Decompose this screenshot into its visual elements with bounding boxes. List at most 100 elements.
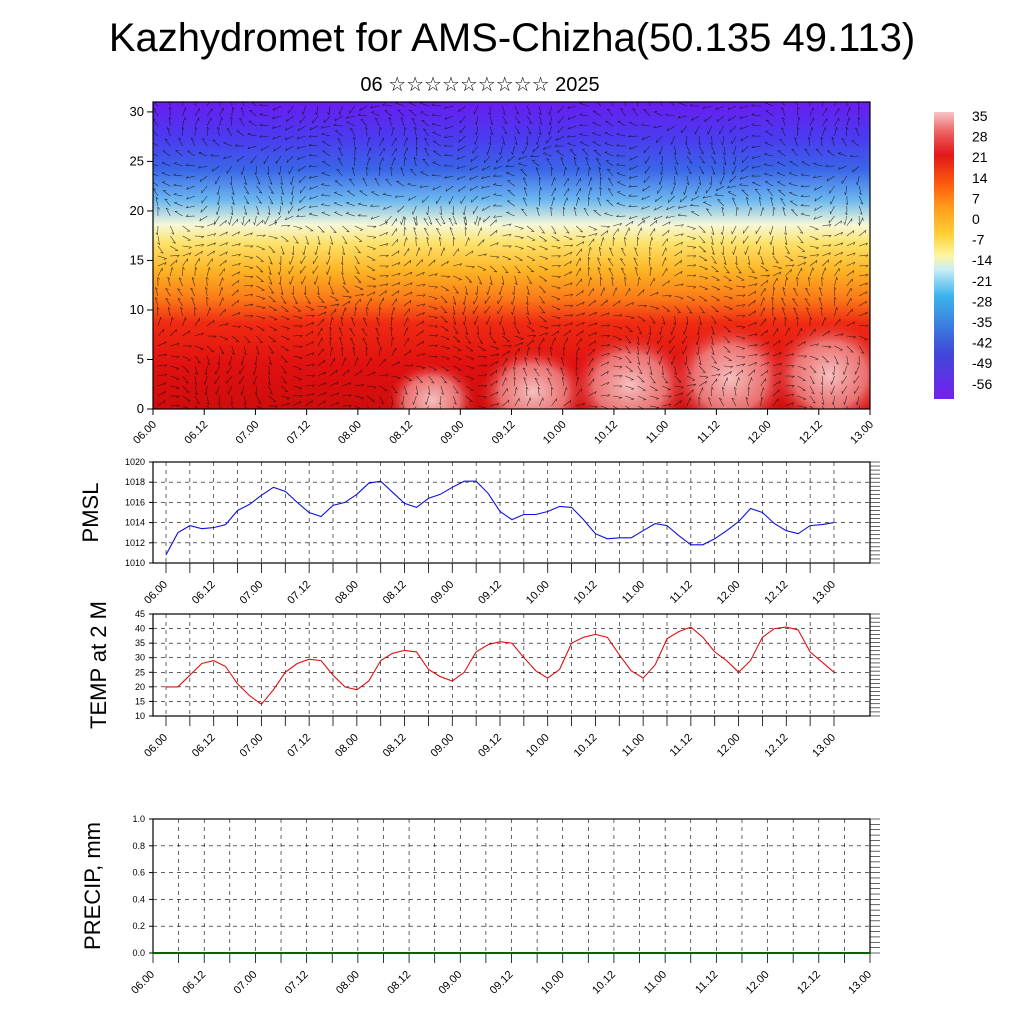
wind-vector <box>420 171 429 177</box>
wind-vector <box>465 275 473 283</box>
wind-barb <box>804 148 808 151</box>
wind-barb <box>278 212 280 215</box>
wind-vector <box>416 375 423 383</box>
wind-vector <box>822 330 830 337</box>
wind-vector <box>563 337 568 347</box>
wind-vector <box>641 135 651 141</box>
wind-barb <box>524 357 528 360</box>
wind-vector <box>425 395 429 405</box>
wind-barb <box>831 402 834 406</box>
wind-vector <box>268 385 273 395</box>
wind-barb <box>311 322 314 325</box>
wind-vector <box>182 225 191 232</box>
wind-vector <box>242 215 245 225</box>
wind-vector <box>347 190 355 197</box>
wind-vector <box>659 175 663 185</box>
wind-vector <box>562 207 565 217</box>
wind-vector <box>477 405 487 409</box>
wind-barb <box>776 161 781 163</box>
wind-vector <box>588 177 592 187</box>
wind-vector <box>289 255 294 265</box>
wind-vector <box>366 297 372 307</box>
wind-vector <box>231 253 241 257</box>
wind-vector <box>670 102 675 107</box>
wind-vector <box>457 145 466 152</box>
wind-barb <box>309 212 312 215</box>
wind-vector <box>563 282 573 287</box>
wind-barb <box>358 113 361 116</box>
wind-barb <box>763 307 766 311</box>
y-tick-label: 20 <box>135 682 145 692</box>
wind-vector <box>772 389 780 397</box>
wind-barb <box>321 132 325 135</box>
wind-barb <box>579 113 583 116</box>
wind-barb <box>185 317 187 321</box>
wind-barb <box>485 321 488 325</box>
wind-vector <box>563 197 568 207</box>
wind-barb <box>409 300 412 304</box>
wind-vector <box>391 298 397 307</box>
wind-barb <box>418 247 421 251</box>
x-tick-label: 13.00 <box>846 969 874 997</box>
wind-vector <box>153 153 159 157</box>
wind-barb <box>779 372 782 376</box>
wind-vector <box>698 135 701 145</box>
wind-vector <box>777 181 786 187</box>
wind-vector <box>423 218 429 227</box>
wind-vector <box>444 155 454 157</box>
wind-vector <box>691 195 700 201</box>
wind-barb <box>240 107 244 110</box>
wind-barb <box>815 247 819 250</box>
x-tick-label: 08.12 <box>381 732 409 760</box>
wind-vector <box>674 165 678 175</box>
wind-barb <box>858 106 861 110</box>
wind-barb <box>797 106 800 110</box>
wind-vector <box>268 315 278 320</box>
wind-barb <box>803 341 806 345</box>
wind-vector <box>244 325 253 330</box>
wind-barb <box>424 147 428 150</box>
wind-barb <box>838 152 842 154</box>
wind-barb <box>632 108 636 110</box>
wind-barb <box>528 282 532 284</box>
wind-vector <box>444 175 454 179</box>
wind-vector <box>384 110 392 117</box>
wind-barb <box>194 382 197 386</box>
wind-barb <box>232 106 235 110</box>
wind-barb <box>338 111 340 115</box>
wind-vector <box>546 158 552 167</box>
wind-vector <box>846 297 852 307</box>
wind-vector <box>169 106 171 117</box>
y-axis-title: PMSL <box>78 483 103 543</box>
wind-barb <box>843 401 845 405</box>
wind-barb <box>198 165 201 169</box>
wind-barb <box>157 206 160 210</box>
wind-barb <box>149 162 152 163</box>
wind-barb <box>299 387 303 390</box>
x-tick-label: 08.12 <box>381 579 409 607</box>
wind-vector <box>721 235 725 245</box>
wind-barb <box>860 202 864 205</box>
wind-barb <box>803 355 807 358</box>
wind-vector <box>243 185 249 194</box>
wind-barb <box>742 294 746 298</box>
wind-barb <box>250 315 254 318</box>
wind-vector <box>217 127 220 137</box>
wind-vector <box>820 307 823 317</box>
wind-barb <box>616 214 619 217</box>
wind-vector <box>477 227 482 237</box>
wind-vector <box>702 195 712 199</box>
wind-barb <box>739 183 743 186</box>
wind-barb <box>602 237 605 241</box>
wind-vector <box>452 285 459 294</box>
wind-vector <box>507 155 515 162</box>
wind-vector <box>809 127 813 137</box>
wind-barb <box>258 402 262 405</box>
wind-vector <box>723 265 730 274</box>
wind-barb <box>195 126 198 130</box>
wind-barb <box>763 163 767 165</box>
wind-barb <box>562 376 565 380</box>
wind-barb <box>726 341 730 343</box>
wind-barb <box>176 343 180 346</box>
wind-barb <box>473 111 475 115</box>
